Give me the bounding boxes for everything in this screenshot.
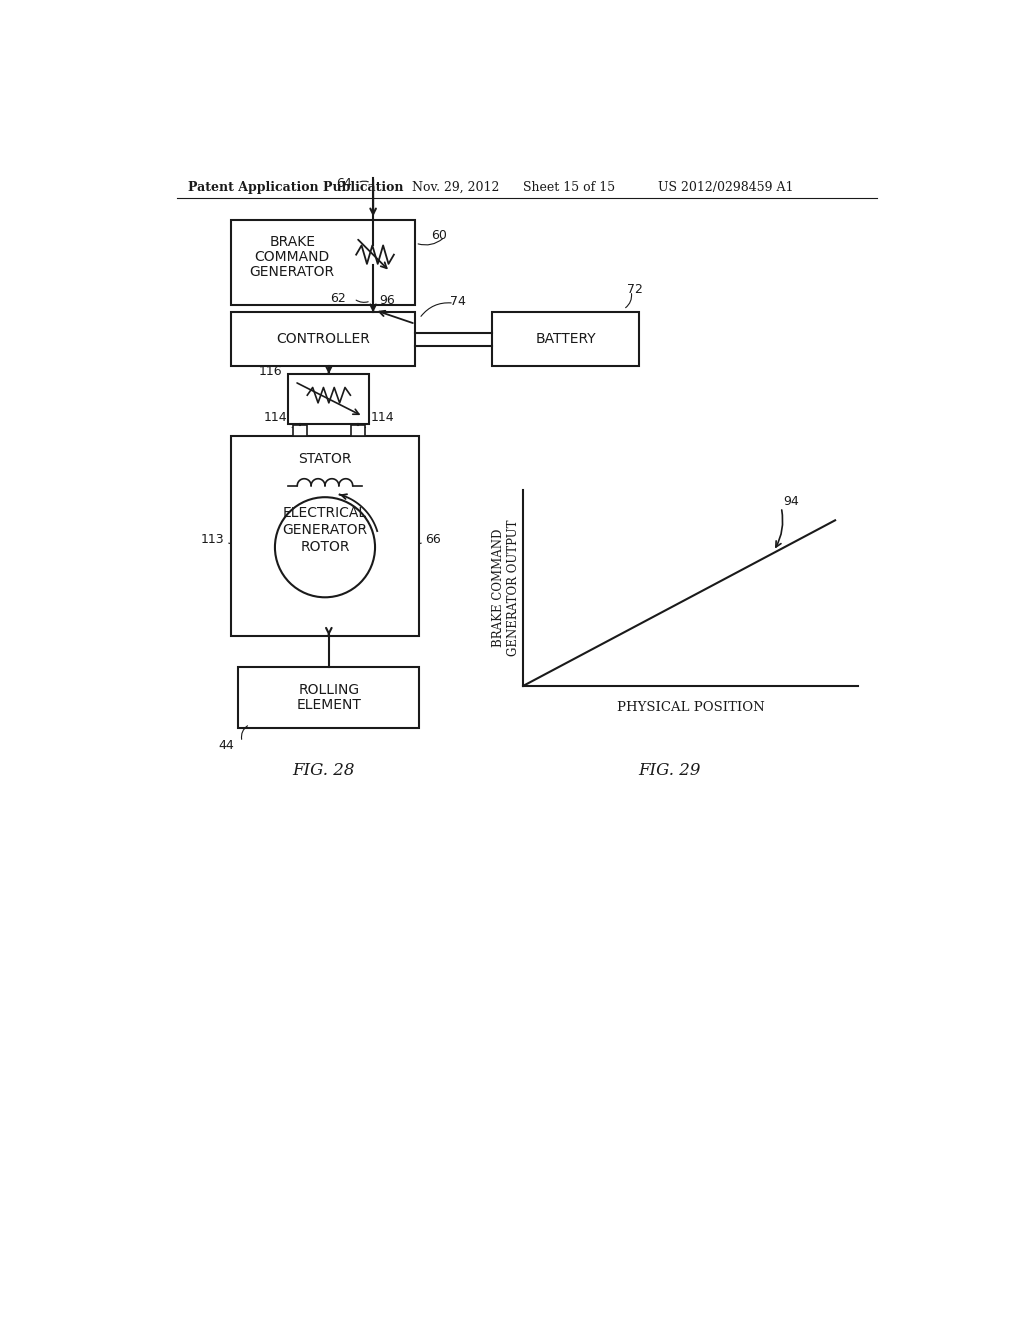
Text: FIG. 29: FIG. 29 — [638, 762, 700, 779]
Text: ELEMENT: ELEMENT — [296, 698, 361, 711]
Text: 72: 72 — [628, 282, 643, 296]
Text: ROLLING: ROLLING — [298, 682, 359, 697]
Text: Patent Application Publication: Patent Application Publication — [188, 181, 403, 194]
Text: PHYSICAL POSITION: PHYSICAL POSITION — [616, 701, 765, 714]
Text: CONTROLLER: CONTROLLER — [276, 333, 370, 346]
Text: COMMAND: COMMAND — [255, 249, 330, 264]
Text: 62: 62 — [331, 292, 346, 305]
Text: GENERATOR: GENERATOR — [250, 265, 335, 280]
Text: Sheet 15 of 15: Sheet 15 of 15 — [523, 181, 615, 194]
Text: 60: 60 — [431, 228, 446, 242]
Text: BATTERY: BATTERY — [536, 333, 596, 346]
Text: BRAKE COMMAND
GENERATOR OUTPUT: BRAKE COMMAND GENERATOR OUTPUT — [493, 520, 520, 656]
Text: 116: 116 — [259, 366, 283, 379]
Text: 113: 113 — [201, 533, 224, 546]
Text: Nov. 29, 2012: Nov. 29, 2012 — [412, 181, 499, 194]
Text: ROTOR: ROTOR — [300, 540, 350, 554]
Bar — [293, 425, 307, 436]
Bar — [239, 667, 419, 729]
Text: 74: 74 — [451, 296, 466, 308]
Bar — [230, 220, 416, 305]
Bar — [230, 436, 419, 636]
Text: 114: 114 — [263, 411, 287, 424]
Text: GENERATOR: GENERATOR — [283, 523, 368, 536]
Text: 94: 94 — [783, 495, 800, 508]
Text: 96: 96 — [379, 294, 395, 308]
Text: 64: 64 — [336, 177, 351, 190]
Text: 66: 66 — [425, 533, 441, 546]
Text: FIG. 28: FIG. 28 — [292, 762, 354, 779]
Bar — [289, 374, 370, 424]
Text: ELECTRICAL: ELECTRICAL — [283, 506, 367, 520]
Text: STATOR: STATOR — [298, 451, 351, 466]
Text: 114: 114 — [371, 411, 394, 424]
Text: US 2012/0298459 A1: US 2012/0298459 A1 — [658, 181, 794, 194]
Text: 44: 44 — [219, 739, 234, 751]
Text: BRAKE: BRAKE — [269, 235, 315, 248]
Bar — [493, 313, 639, 367]
Bar — [230, 313, 416, 367]
Bar — [351, 425, 365, 436]
